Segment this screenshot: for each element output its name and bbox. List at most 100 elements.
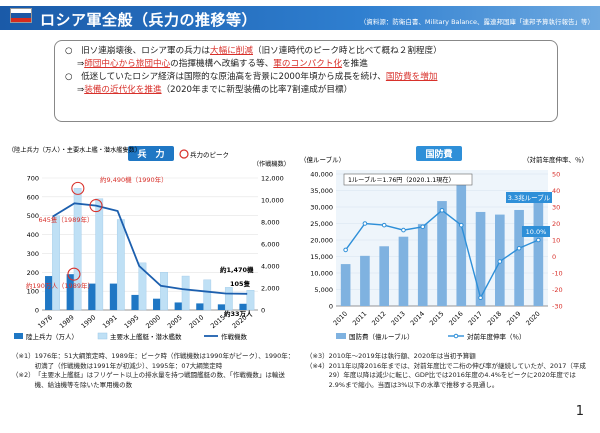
bar-naval-ships bbox=[181, 275, 190, 311]
left-tick-label: 20,000 bbox=[310, 237, 333, 245]
note-mark: （※3） bbox=[306, 352, 329, 360]
flag-stripe-blue bbox=[11, 13, 31, 18]
summary-line-4: ⇒装備の近代化を推進（2020年までに新型装備の比率7割達成が目標） bbox=[65, 84, 547, 97]
summary-highlight: 装備の近代化を推進 bbox=[84, 85, 162, 95]
right-tick-label: 10 bbox=[552, 237, 560, 245]
right-tick-label: 50 bbox=[552, 171, 560, 179]
note-text: 1976年：51大綱策定時、1989年：ピーク時（作戦機数は1990年がピーク）… bbox=[34, 352, 295, 370]
legend-label-aircraft: 作戦機数 bbox=[221, 332, 248, 341]
summary-text: ⇒ bbox=[77, 85, 85, 95]
header-bar bbox=[0, 6, 600, 30]
right-axis-label: （作戦機数） bbox=[253, 160, 290, 168]
annotation-ships-2020: 105隻 bbox=[230, 279, 251, 288]
summary-box: ○ 旧ソ連崩壊後、ロシア軍の兵力は大幅に削減（旧ソ連時代のピーク時と比べて概ね２… bbox=[54, 40, 558, 122]
legend-label-ships: 主要水上艦艇・潜水艦数 bbox=[110, 332, 182, 341]
left-axis-label: （陸上兵力（万人）・主要水上艦・潜水艦隻数） bbox=[8, 146, 141, 154]
bar-ground-forces bbox=[45, 276, 53, 310]
summary-highlight: 国防費を増加 bbox=[385, 72, 438, 82]
summary-text: ○ 旧ソ連崩壊後、ロシア軍の兵力は bbox=[65, 46, 210, 56]
peak-marker-ships bbox=[71, 181, 85, 195]
summary-text: （旧ソ連時代のピーク時と比べて概ね２割程度） bbox=[252, 46, 442, 56]
point-growth-rate bbox=[478, 295, 483, 301]
left-axis-label: （億ルーブル） bbox=[300, 155, 345, 164]
peak-legend-icon bbox=[179, 149, 189, 159]
left-tick-label: 15,000 bbox=[310, 253, 333, 261]
left-tick-label: 500 bbox=[27, 212, 39, 220]
bar-naval-ships bbox=[203, 279, 212, 311]
summary-text: ⇒ bbox=[77, 59, 85, 69]
left-tick-label: 30,000 bbox=[310, 204, 333, 212]
annotation-ships-peak: 645隻（1989年） bbox=[39, 215, 94, 224]
bar-defense-budget bbox=[514, 209, 524, 306]
note-item: （※1） 1976年：51大綱策定時、1989年：ピーク時（作戦機数は1990年… bbox=[12, 352, 296, 371]
note-text: 2011年以降2016年までは、対前年度比で二桁の伸び率が継続していたが、201… bbox=[328, 361, 586, 389]
legend-swatch-ground bbox=[14, 333, 23, 339]
bar-defense-budget bbox=[340, 264, 351, 306]
annotation-ground-2020: 約33万人 bbox=[224, 309, 253, 318]
bar-ground-forces bbox=[239, 303, 247, 310]
note-item: （※3） 2010年～2019年は執行額、2020年は当初予算額 bbox=[306, 352, 588, 362]
summary-line-2: ⇒師団中心から旅団中心の指揮機構へ改編する等、軍のコンパクト化を推進 bbox=[65, 58, 547, 71]
bar-ground-forces bbox=[153, 298, 161, 310]
rate-note: 1ルーブル＝1.76円（2020.1.1現在） bbox=[348, 176, 455, 184]
annotation-ground-peak: 約190万人（1989年） bbox=[26, 281, 94, 290]
legend-swatch-ships bbox=[97, 332, 108, 340]
military-strength-chart-svg: 兵 力 兵力のピーク （陸上兵力（万人）・主要水上艦・潜水艦隻数） （作戦機数） 0 10… bbox=[8, 138, 290, 350]
point-growth-rate bbox=[536, 237, 541, 243]
bar-naval-ships bbox=[52, 215, 60, 311]
chart-title: 兵 力 bbox=[137, 148, 164, 160]
page-title: ロシア軍全般（兵力の推移等） bbox=[40, 11, 258, 29]
source-note: （資料源：防衛白書、Military Balance、露連邦国庫「連邦予算執行報… bbox=[359, 18, 594, 26]
rate-callout-box bbox=[522, 226, 550, 237]
budget-callout-box bbox=[506, 192, 552, 203]
right-tick-label: 0 bbox=[261, 307, 265, 315]
legend-swatch-budget bbox=[336, 333, 346, 339]
summary-line-1: ○ 旧ソ連崩壊後、ロシア軍の兵力は大幅に削減（旧ソ連時代のピーク時と比べて概ね２… bbox=[65, 45, 547, 58]
bar-ground-forces bbox=[109, 283, 118, 310]
chart-title-badge bbox=[416, 146, 462, 161]
legend-label-ground: 陸上兵力（万人） bbox=[26, 332, 78, 341]
bar-naval-ships bbox=[246, 289, 255, 311]
peak-legend-label: 兵力のピーク bbox=[190, 150, 229, 159]
bar-defense-budget bbox=[417, 224, 428, 306]
bar-ground-forces bbox=[196, 303, 204, 310]
right-tick-label: 4,000 bbox=[261, 263, 280, 271]
summary-highlight: 軍のコンパクト化 bbox=[273, 59, 343, 69]
bar-ground-forces bbox=[217, 304, 226, 310]
point-growth-rate bbox=[439, 208, 445, 213]
bar-defense-budget bbox=[379, 246, 389, 306]
summary-highlight: 師団中心から旅団中心 bbox=[84, 59, 171, 69]
peak-marker-aircraft bbox=[89, 199, 103, 213]
right-tick-label: 12,000 bbox=[261, 175, 284, 183]
left-tick-label: 40,000 bbox=[310, 171, 333, 179]
point-growth-rate bbox=[401, 227, 406, 233]
summary-text: （2020年までに新型装備の比率7割達成が目標） bbox=[161, 85, 353, 95]
right-tick-label: 20 bbox=[552, 220, 560, 228]
point-growth-rate bbox=[362, 221, 368, 226]
left-tick-label: 100 bbox=[27, 288, 39, 296]
line-aircraft bbox=[52, 202, 248, 295]
bar-naval-ships bbox=[116, 219, 125, 311]
bar-naval-ships bbox=[160, 272, 168, 311]
summary-text: ○ 低迷していたロシア経済は国際的な原油高を背景に2000年頃から成長を続け、 bbox=[65, 72, 386, 82]
note-mark: （※1） bbox=[12, 352, 35, 360]
notes-left: （※1） 1976年：51大綱策定時、1989年：ピーク時（作戦機数は1990年… bbox=[12, 352, 296, 390]
bar-naval-ships bbox=[73, 188, 82, 311]
bar-defense-budget bbox=[456, 181, 467, 306]
note-mark: （※4） bbox=[306, 361, 329, 370]
bar-defense-budget bbox=[398, 236, 409, 306]
bar-defense-budget bbox=[533, 201, 544, 306]
left-tick-label: 25,000 bbox=[310, 220, 333, 228]
bar-naval-ships bbox=[95, 198, 104, 311]
legend-label-rate: 対前年度伸率（％） bbox=[467, 332, 526, 341]
summary-line-3: ○ 低迷していたロシア経済は国際的な原油高を背景に2000年頃から成長を続け、国… bbox=[65, 71, 547, 84]
bar-naval-ships bbox=[224, 287, 233, 311]
defense-budget-chart-svg: 国防費（億ルーブル） （対前年度伸率、％）05,00010,00015,00020… bbox=[296, 138, 590, 350]
point-growth-rate bbox=[381, 222, 387, 228]
note-mark: （※2） bbox=[12, 371, 35, 379]
right-tick-label: 30 bbox=[552, 204, 560, 212]
point-growth-rate bbox=[343, 247, 348, 253]
military-strength-chart: 兵 力 兵力のピーク （陸上兵力（万人）・主要水上艦・潜水艦隻数） （作戦機数） 0 10… bbox=[8, 138, 290, 350]
point-growth-rate bbox=[420, 224, 426, 230]
annotation-aircraft-2020: 約1,470機 bbox=[220, 265, 254, 274]
